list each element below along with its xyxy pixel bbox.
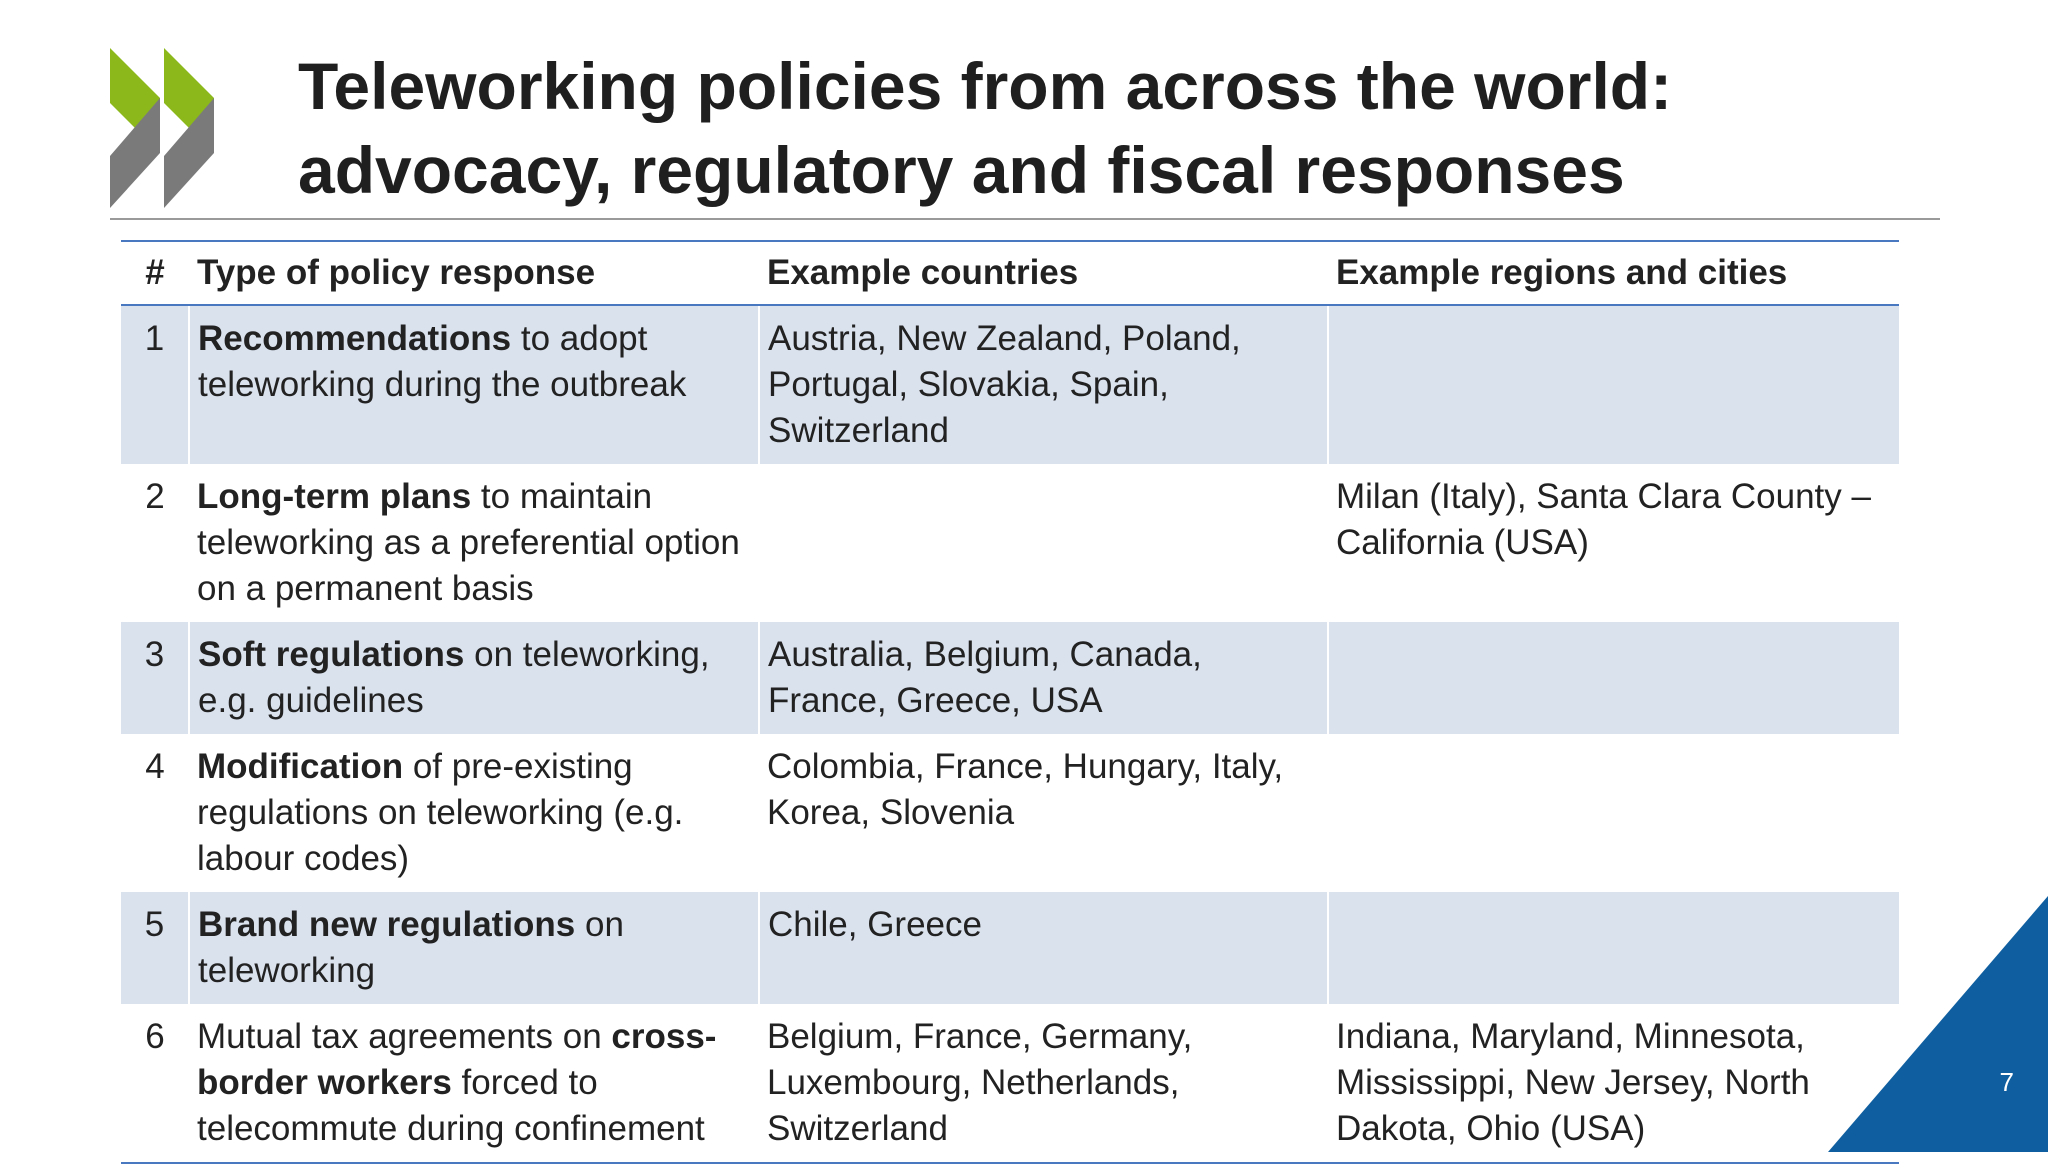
column-header-policy: Type of policy response (189, 240, 759, 306)
countries-cell: Belgium, France, Germany, Luxembourg, Ne… (759, 1004, 1328, 1164)
policy-text: on teleworking, e.g. guidelines (198, 635, 710, 720)
table-row: 4 Modification of pre-existing regulatio… (121, 734, 1899, 892)
table-row: 3 Soft regulations on teleworking, e.g. … (121, 622, 1899, 734)
policy-cell: Soft regulations on teleworking, e.g. gu… (188, 622, 759, 734)
regions-cell (1327, 892, 1899, 1004)
policy-cell: Modification of pre-existing regulations… (189, 734, 759, 892)
policy-cell: Long-term plans to maintain teleworking … (189, 464, 759, 622)
table-row: 6 Mutual tax agreements on cross-border … (121, 1004, 1899, 1164)
countries-cell: Australia, Belgium, Canada, France, Gree… (758, 622, 1328, 734)
policy-text: to maintain teleworking as a preferentia… (197, 477, 740, 608)
policy-highlight: Modification (197, 747, 404, 786)
policy-text-continued: forced to telecommute during confinement (197, 1063, 705, 1148)
countries-cell: Chile, Greece (758, 892, 1328, 1004)
slide-title: Teleworking policies from across the wor… (298, 44, 1898, 212)
countries-cell (759, 464, 1328, 622)
policy-highlight: Recommendations (198, 319, 512, 358)
row-number: 5 (121, 892, 189, 1004)
column-header-regions: Example regions and cities (1328, 240, 1899, 306)
table-row: 2 Long-term plans to maintain teleworkin… (121, 464, 1899, 622)
regions-cell (1327, 622, 1899, 734)
policy-table: # Type of policy response Example countr… (121, 240, 1899, 1164)
policy-cell: Recommendations to adopt teleworking dur… (188, 305, 759, 464)
page-number: 7 (1999, 1067, 2014, 1097)
column-header-number: # (121, 240, 189, 306)
title-divider (110, 218, 1940, 220)
countries-cell: Austria, New Zealand, Poland, Portugal, … (758, 305, 1328, 464)
row-number: 6 (121, 1004, 189, 1164)
column-header-countries: Example countries (759, 240, 1328, 306)
policy-cell: Mutual tax agreements on cross-border wo… (189, 1004, 759, 1164)
logo-chevron-gray-left (110, 98, 160, 208)
countries-cell: Colombia, France, Hungary, Italy, Korea,… (767, 747, 1284, 832)
table-row: 1 Recommendations to adopt teleworking d… (121, 305, 1899, 464)
policy-text: of pre-existing regulations on teleworki… (197, 747, 684, 878)
policy-highlight: Long-term plans (197, 477, 472, 516)
slide-title-line-1: Teleworking policies from across the wor… (298, 49, 1673, 123)
policy-text: on teleworking (198, 905, 624, 990)
policy-highlight: Soft regulations (198, 635, 465, 674)
table-row: 5 Brand new regulations on teleworking C… (121, 892, 1899, 1004)
row-number: 1 (121, 305, 189, 464)
table-header-row: # Type of policy response Example countr… (121, 240, 1899, 306)
policy-highlight: Brand new regulations (198, 905, 576, 944)
regions-cell (1328, 734, 1899, 892)
logo-chevron-gray-right (164, 98, 214, 208)
regions-cell: Milan (Italy), Santa Clara County – Cali… (1336, 477, 1871, 562)
regions-cell (1327, 305, 1899, 464)
policy-text: Mutual tax agreements on (197, 1017, 612, 1056)
policy-highlight: cross-border workers (197, 1017, 717, 1102)
policy-cell: Brand new regulations on teleworking (188, 892, 759, 1004)
row-number: 3 (121, 622, 189, 734)
corner-triangle-decoration (1828, 896, 2048, 1152)
slide-title-line-2: advocacy, regulatory and fiscal response… (298, 133, 1625, 207)
policy-text: to adopt teleworking during the outbreak (198, 319, 687, 404)
oecd-chevrons-logo (110, 48, 214, 208)
row-number: 4 (145, 747, 165, 786)
regions-cell: Indiana, Maryland, Minnesota, Mississipp… (1328, 1004, 1899, 1164)
row-number: 2 (145, 477, 165, 516)
